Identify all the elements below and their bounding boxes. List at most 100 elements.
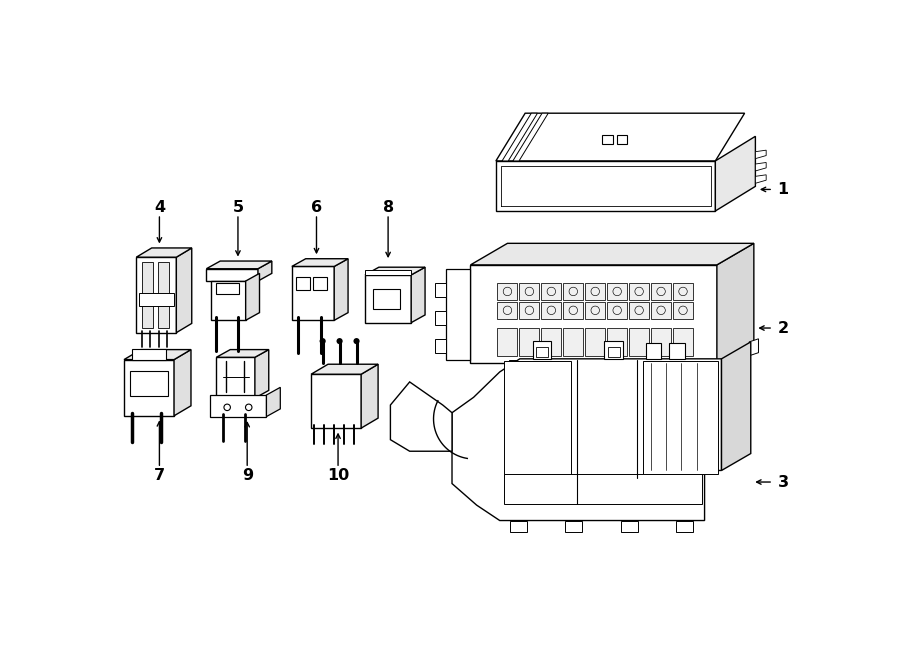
Polygon shape	[498, 302, 518, 319]
Polygon shape	[216, 358, 255, 398]
Polygon shape	[519, 283, 539, 300]
Polygon shape	[541, 302, 562, 319]
Polygon shape	[643, 361, 717, 475]
Polygon shape	[365, 275, 411, 323]
Polygon shape	[496, 113, 744, 161]
Polygon shape	[206, 269, 258, 281]
Polygon shape	[608, 328, 627, 356]
Polygon shape	[255, 350, 269, 398]
Polygon shape	[563, 302, 583, 319]
Polygon shape	[174, 350, 191, 416]
Polygon shape	[131, 349, 166, 360]
Polygon shape	[139, 293, 174, 305]
Polygon shape	[519, 328, 539, 356]
Polygon shape	[509, 520, 526, 532]
Text: 5: 5	[232, 200, 244, 215]
Polygon shape	[755, 150, 766, 159]
Polygon shape	[136, 257, 176, 332]
Polygon shape	[629, 302, 649, 319]
Text: 3: 3	[778, 475, 788, 490]
Text: 9: 9	[241, 469, 253, 483]
Polygon shape	[502, 113, 537, 161]
Polygon shape	[373, 289, 400, 309]
Polygon shape	[651, 302, 671, 319]
Polygon shape	[211, 395, 266, 416]
Polygon shape	[621, 520, 637, 532]
Polygon shape	[676, 520, 693, 532]
Polygon shape	[471, 265, 717, 364]
Polygon shape	[334, 258, 348, 321]
Polygon shape	[246, 274, 259, 321]
Polygon shape	[206, 261, 272, 269]
Text: 2: 2	[778, 321, 788, 336]
Polygon shape	[292, 258, 348, 266]
Polygon shape	[749, 339, 759, 356]
Polygon shape	[446, 269, 471, 360]
Polygon shape	[585, 283, 605, 300]
Polygon shape	[541, 328, 562, 356]
Polygon shape	[541, 283, 562, 300]
Polygon shape	[608, 302, 627, 319]
Polygon shape	[651, 328, 671, 356]
Polygon shape	[496, 161, 716, 211]
Polygon shape	[651, 283, 671, 300]
Polygon shape	[526, 360, 536, 374]
Polygon shape	[563, 328, 583, 356]
Circle shape	[320, 338, 326, 344]
Polygon shape	[513, 113, 548, 161]
Polygon shape	[266, 387, 280, 416]
Polygon shape	[411, 267, 425, 323]
Polygon shape	[498, 283, 518, 300]
Polygon shape	[124, 350, 191, 360]
Polygon shape	[585, 302, 605, 319]
Polygon shape	[176, 248, 192, 332]
Polygon shape	[296, 277, 310, 290]
Polygon shape	[498, 328, 518, 356]
Polygon shape	[533, 341, 552, 359]
Circle shape	[337, 338, 343, 344]
Polygon shape	[605, 341, 623, 359]
Polygon shape	[629, 328, 649, 356]
Polygon shape	[673, 302, 693, 319]
Polygon shape	[504, 475, 702, 504]
Polygon shape	[755, 175, 766, 183]
Polygon shape	[313, 277, 328, 290]
Polygon shape	[504, 361, 572, 498]
Polygon shape	[716, 136, 755, 211]
Polygon shape	[755, 163, 766, 171]
Circle shape	[354, 338, 360, 344]
Text: 4: 4	[154, 200, 165, 215]
Polygon shape	[258, 261, 272, 281]
Polygon shape	[435, 339, 446, 353]
Polygon shape	[435, 311, 446, 325]
Polygon shape	[722, 342, 751, 471]
Text: 1: 1	[778, 182, 788, 197]
Text: 8: 8	[382, 200, 393, 215]
Polygon shape	[158, 262, 168, 328]
Polygon shape	[673, 328, 693, 356]
Polygon shape	[509, 360, 520, 374]
Polygon shape	[452, 359, 722, 520]
Polygon shape	[608, 347, 620, 356]
Polygon shape	[124, 360, 174, 416]
Polygon shape	[216, 350, 269, 358]
Polygon shape	[292, 266, 334, 321]
Polygon shape	[717, 243, 754, 364]
Polygon shape	[365, 270, 411, 275]
Polygon shape	[563, 283, 583, 300]
Polygon shape	[136, 248, 192, 257]
Polygon shape	[435, 284, 446, 297]
Polygon shape	[519, 302, 539, 319]
Text: 7: 7	[154, 469, 165, 483]
Polygon shape	[673, 283, 693, 300]
Polygon shape	[536, 347, 548, 356]
Text: 10: 10	[327, 469, 349, 483]
Polygon shape	[211, 281, 246, 321]
Text: 6: 6	[310, 200, 322, 215]
Polygon shape	[391, 382, 452, 451]
Polygon shape	[311, 374, 361, 428]
Polygon shape	[608, 283, 627, 300]
Polygon shape	[130, 371, 168, 396]
Polygon shape	[585, 328, 605, 356]
Polygon shape	[565, 520, 582, 532]
